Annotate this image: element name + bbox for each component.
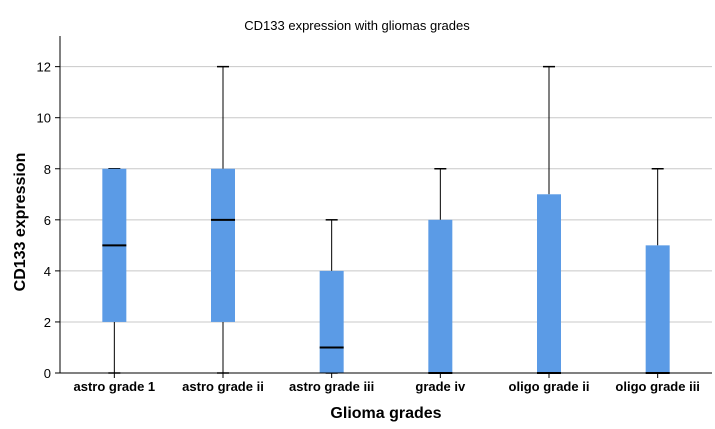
x-tick-label: astro grade ii bbox=[182, 379, 264, 394]
axes bbox=[59, 36, 712, 374]
y-tick-label: 0 bbox=[44, 366, 51, 381]
box bbox=[537, 194, 561, 373]
y-tick-label: 12 bbox=[37, 60, 51, 75]
box-series bbox=[102, 65, 670, 374]
x-axis-label: Glioma grades bbox=[330, 405, 441, 422]
gridlines bbox=[60, 66, 712, 323]
x-tick-label: astro grade 1 bbox=[74, 379, 156, 394]
x-tick-label: oligo grade iii bbox=[615, 379, 700, 394]
box bbox=[211, 168, 235, 322]
y-tick-label: 10 bbox=[37, 111, 51, 126]
chart-title: CD133 expression with gliomas grades bbox=[244, 18, 470, 33]
box bbox=[319, 270, 344, 373]
y-tick-label: 6 bbox=[44, 213, 51, 228]
y-axis-label: CD133 expression bbox=[12, 153, 29, 292]
x-axis-ticks: astro grade 1 astro grade ii astro grade i… bbox=[74, 373, 700, 394]
x-tick-label: grade iv bbox=[415, 379, 466, 394]
y-tick-label: 4 bbox=[44, 264, 51, 279]
y-tick-label: 2 bbox=[44, 315, 51, 330]
box bbox=[645, 245, 670, 373]
y-tick-label: 8 bbox=[44, 162, 51, 177]
x-tick-label: astro grade iii bbox=[289, 379, 374, 394]
x-tick-label: oligo grade ii bbox=[509, 379, 590, 394]
box bbox=[428, 219, 453, 373]
y-axis-ticks: 0 2 4 6 8 10 12 bbox=[37, 60, 60, 381]
